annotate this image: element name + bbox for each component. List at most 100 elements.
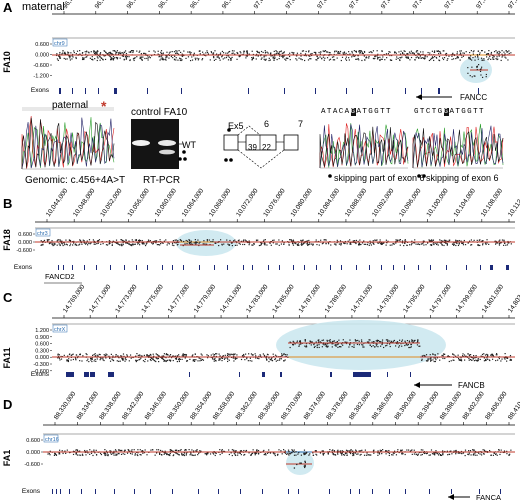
panel-d-sample-label: FA1: [2, 450, 12, 467]
panel-b-point: [47, 240, 49, 242]
panel-a-point: [363, 51, 366, 53]
panel-a-point: [355, 50, 357, 52]
panel-a-point: [315, 59, 317, 61]
panel-d-point: [156, 449, 158, 451]
panel-a-point: [463, 52, 465, 54]
panel-c-point: [335, 344, 337, 346]
panel-a-coord-label: 97,016,000: [284, 0, 309, 10]
panel-b-point: [82, 239, 84, 241]
panel-a-point: [279, 53, 281, 56]
panel-b-point: [173, 244, 175, 247]
panel-a-point: [281, 52, 283, 54]
panel-c-point: [414, 339, 416, 342]
panel-c-point: [375, 345, 378, 347]
panel-c-point: [269, 359, 271, 361]
panel-a-point: [112, 53, 114, 56]
panel-a-exon: [438, 88, 440, 94]
panel-c-point: [104, 355, 106, 357]
panel-a-point: [59, 53, 61, 55]
panel-b-point: [161, 241, 163, 244]
panel-b-point: [43, 239, 46, 242]
panel-c-point: [458, 359, 460, 361]
panel-b-point: [485, 243, 487, 246]
panel-b-point: [190, 241, 192, 244]
panel-d-point: [206, 452, 208, 454]
panel-c-point: [224, 354, 226, 356]
panel-c-point: [479, 358, 481, 361]
panel-a-point: [481, 50, 483, 52]
panel-c-point: [89, 357, 92, 359]
panel-d-point: [192, 454, 194, 456]
panel-b-point: [84, 242, 86, 244]
panel-a-point: [146, 57, 148, 60]
skip-chromatogram-2-trace: [412, 128, 504, 168]
panel-c-point: [370, 345, 373, 348]
panel-a-point: [296, 59, 298, 61]
panel-b-point: [125, 239, 127, 242]
panel-a-point: [386, 57, 388, 59]
gel-dot-3: [183, 157, 187, 161]
panel-d-highlight-point: [304, 465, 306, 467]
panel-a-point: [418, 53, 420, 55]
panel-b-point: [438, 241, 440, 244]
panel-d-exon: [451, 489, 452, 494]
panel-b-point: [145, 243, 147, 245]
panel-a-highlight-point: [481, 66, 483, 68]
panel-c-point: [178, 354, 180, 356]
panel-c-point: [468, 357, 470, 360]
panel-c-point: [433, 357, 435, 359]
panel-d-point: [409, 450, 411, 452]
panel-a-point: [498, 55, 500, 57]
panel-c-point: [226, 354, 229, 357]
panel-d-point: [309, 453, 311, 455]
panel-d-point: [273, 451, 275, 454]
panel-c-coord-label: 14,771,000: [88, 283, 113, 314]
panel-a-point: [487, 53, 489, 55]
panel-d-point: [388, 454, 390, 457]
panel-c-point: [105, 357, 107, 359]
panel-d-point: [363, 454, 366, 456]
panel-b-point: [295, 242, 297, 245]
panel-c-point: [432, 359, 434, 361]
panel-d-point: [144, 449, 146, 451]
panel-d-point: [506, 453, 508, 455]
panel-b-point: [147, 239, 150, 241]
panel-d-point: [239, 450, 242, 452]
panel-a-point: [269, 59, 271, 61]
panel-a-point: [411, 52, 413, 54]
panel-c-point: [474, 357, 476, 359]
panel-b-point: [427, 242, 429, 244]
panel-c-point: [182, 353, 184, 355]
panel-d-point: [351, 453, 354, 455]
panel-c-point: [329, 341, 331, 344]
panel-a-highlight-point: [473, 75, 475, 77]
panel-a-point: [407, 56, 410, 58]
panel-c-point: [435, 357, 437, 359]
panel-a-point: [257, 51, 259, 53]
panel-c-point: [413, 340, 415, 342]
panel-b-point: [294, 242, 296, 244]
panel-b-coord-label: 10,092,000: [371, 187, 396, 218]
panel-a-point: [91, 56, 93, 58]
panel-c-point: [417, 339, 419, 341]
panel-d-point: [423, 452, 426, 455]
panel-d-point: [48, 452, 50, 455]
panel-b-point: [298, 244, 300, 246]
panel-a-point: [388, 51, 390, 53]
panel-d-point: [251, 453, 253, 455]
panel-c-point: [118, 360, 120, 362]
panel-c-point: [393, 340, 395, 342]
panel-d-point: [367, 454, 369, 456]
panel-d-coord-label: 88,354,000: [189, 390, 214, 421]
panel-a-point: [413, 53, 415, 55]
panel-c-point: [333, 340, 336, 342]
panel-c-point: [436, 357, 439, 359]
panel-b-exon: [110, 265, 111, 270]
panel-b-point: [343, 242, 345, 244]
panel-a-point: [59, 57, 62, 59]
panel-d-point: [93, 449, 95, 451]
panel-a-point: [157, 53, 159, 55]
panel-b-point: [302, 243, 304, 245]
panel-a-point: [410, 56, 413, 59]
panel-d-point: [199, 450, 201, 452]
